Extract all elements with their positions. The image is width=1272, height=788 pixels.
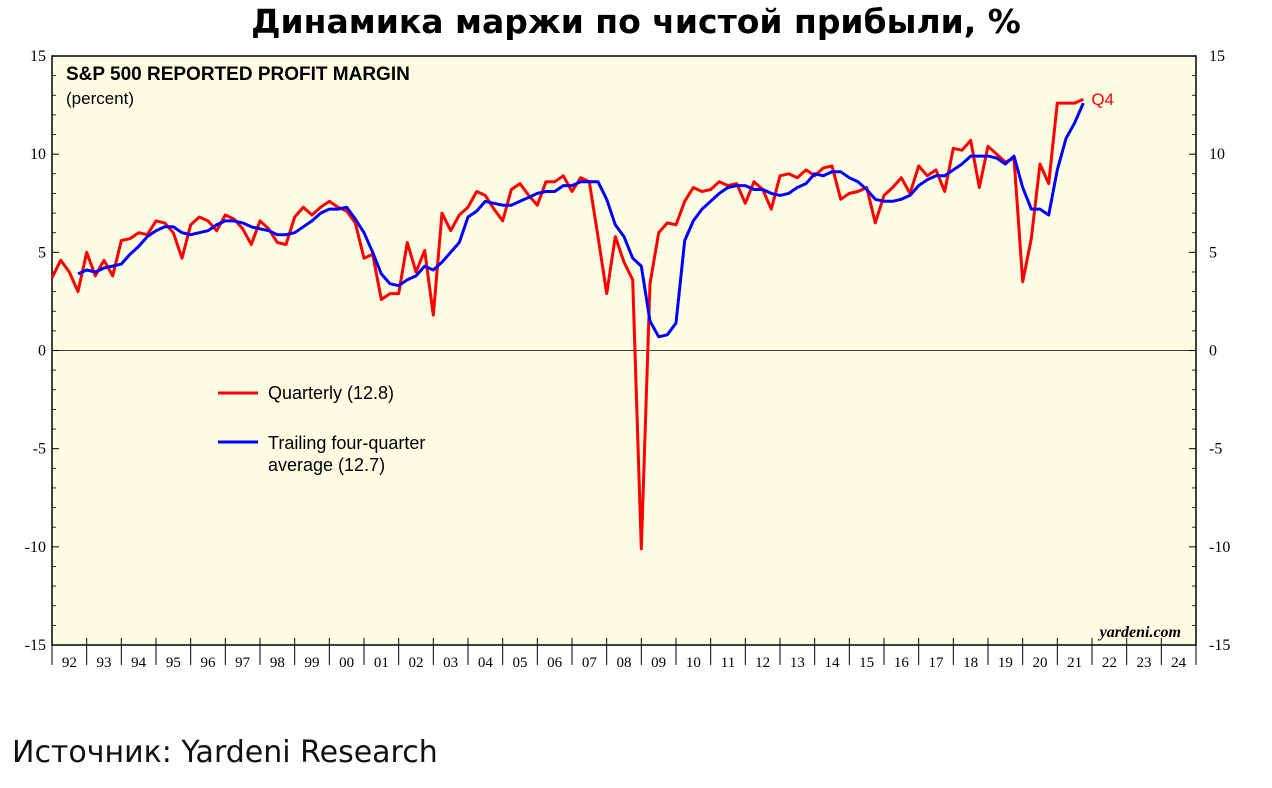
watermark: yardeni.com [1098, 624, 1181, 641]
x-tick-label: 97 [235, 655, 251, 671]
x-tick-label: 92 [62, 655, 77, 671]
y-tick-label-right: -5 [1209, 441, 1222, 458]
x-tick-label: 03 [443, 655, 458, 671]
legend: Quarterly (12.8) Trailing four-quarter av… [218, 383, 425, 475]
x-tick-label: 22 [1102, 655, 1117, 671]
x-tick-label: 12 [755, 655, 770, 671]
x-tick-label: 15 [859, 655, 874, 671]
y-tick-label-right: -15 [1209, 637, 1230, 654]
x-tick-label: 11 [721, 655, 735, 671]
x-tick-label: 19 [998, 655, 1013, 671]
x-tick-label: 04 [478, 655, 494, 671]
x-tick-label: 20 [1033, 655, 1048, 671]
y-tick-label-left: 0 [38, 343, 46, 360]
page-title: Динамика маржи по чистой прибыли, % [251, 2, 1021, 41]
chart-subtitle: (percent) [66, 89, 134, 108]
x-tick-label: 17 [929, 655, 945, 671]
series-line-trailing-average [77, 102, 1085, 339]
y-tick-label-left: -5 [33, 441, 46, 458]
y-axis-right: 15 10 5 0 -5 -10 -15 [1189, 48, 1230, 654]
x-tick-label: 95 [166, 655, 181, 671]
series-layer [50, 97, 1085, 551]
y-tick-label-right: -10 [1209, 539, 1230, 556]
x-tick-label: 01 [374, 655, 389, 671]
x-tick-label: 09 [651, 655, 666, 671]
series-line-quarterly [50, 97, 1084, 551]
x-tick-label: 13 [790, 655, 805, 671]
y-tick-label-left: -15 [25, 637, 46, 654]
x-tick-label: 14 [825, 655, 841, 671]
x-tick-label: 98 [270, 655, 285, 671]
x-tick-label: 18 [963, 655, 978, 671]
legend-label-trailing-average: Trailing four-quarter average (12.7) [268, 433, 425, 475]
x-tick-label: 05 [513, 655, 528, 671]
x-tick-label: 00 [339, 655, 354, 671]
legend-label-quarterly: Quarterly (12.8) [268, 383, 394, 403]
y-axis-left: 15 10 5 0 -5 -10 -15 [25, 48, 59, 654]
x-tick-label: 07 [582, 655, 598, 671]
x-tick-label: 94 [131, 655, 147, 671]
y-tick-label-left: -10 [25, 539, 46, 556]
y-tick-label-right: 0 [1209, 343, 1217, 360]
y-tick-label-left: 15 [30, 48, 46, 65]
x-tick-label: 99 [305, 655, 320, 671]
source-note: Источник: Yardeni Research [12, 735, 438, 770]
y-tick-label-right: 10 [1209, 146, 1225, 163]
x-tick-label: 10 [686, 655, 701, 671]
y-tick-label-right: 15 [1209, 48, 1225, 65]
y-tick-label-left: 10 [30, 146, 46, 163]
x-tick-label: 96 [201, 655, 217, 671]
end-annotation-q4: Q4 [1091, 90, 1114, 109]
chart-title: S&P 500 REPORTED PROFIT MARGIN [66, 64, 410, 85]
x-axis: 92 93 94 95 96 97 98 99 00 01 02 03 04 05 06 07 08 09 10 11… [51, 638, 1197, 671]
x-tick-label: 21 [1067, 655, 1082, 671]
profit-margin-chart: 15 10 5 0 -5 -10 -15 15 10 5 0 -5 -10 -15 92 93 94 95 96… [25, 48, 1231, 671]
x-tick-label: 23 [1137, 655, 1152, 671]
y-tick-label-right: 5 [1209, 244, 1217, 261]
y-tick-label-left: 5 [38, 244, 46, 261]
x-tick-label: 16 [894, 655, 910, 671]
x-tick-label: 02 [409, 655, 424, 671]
x-tick-label: 93 [97, 655, 112, 671]
x-tick-label: 08 [617, 655, 632, 671]
x-tick-label: 24 [1171, 655, 1187, 671]
x-tick-label: 06 [547, 655, 563, 671]
